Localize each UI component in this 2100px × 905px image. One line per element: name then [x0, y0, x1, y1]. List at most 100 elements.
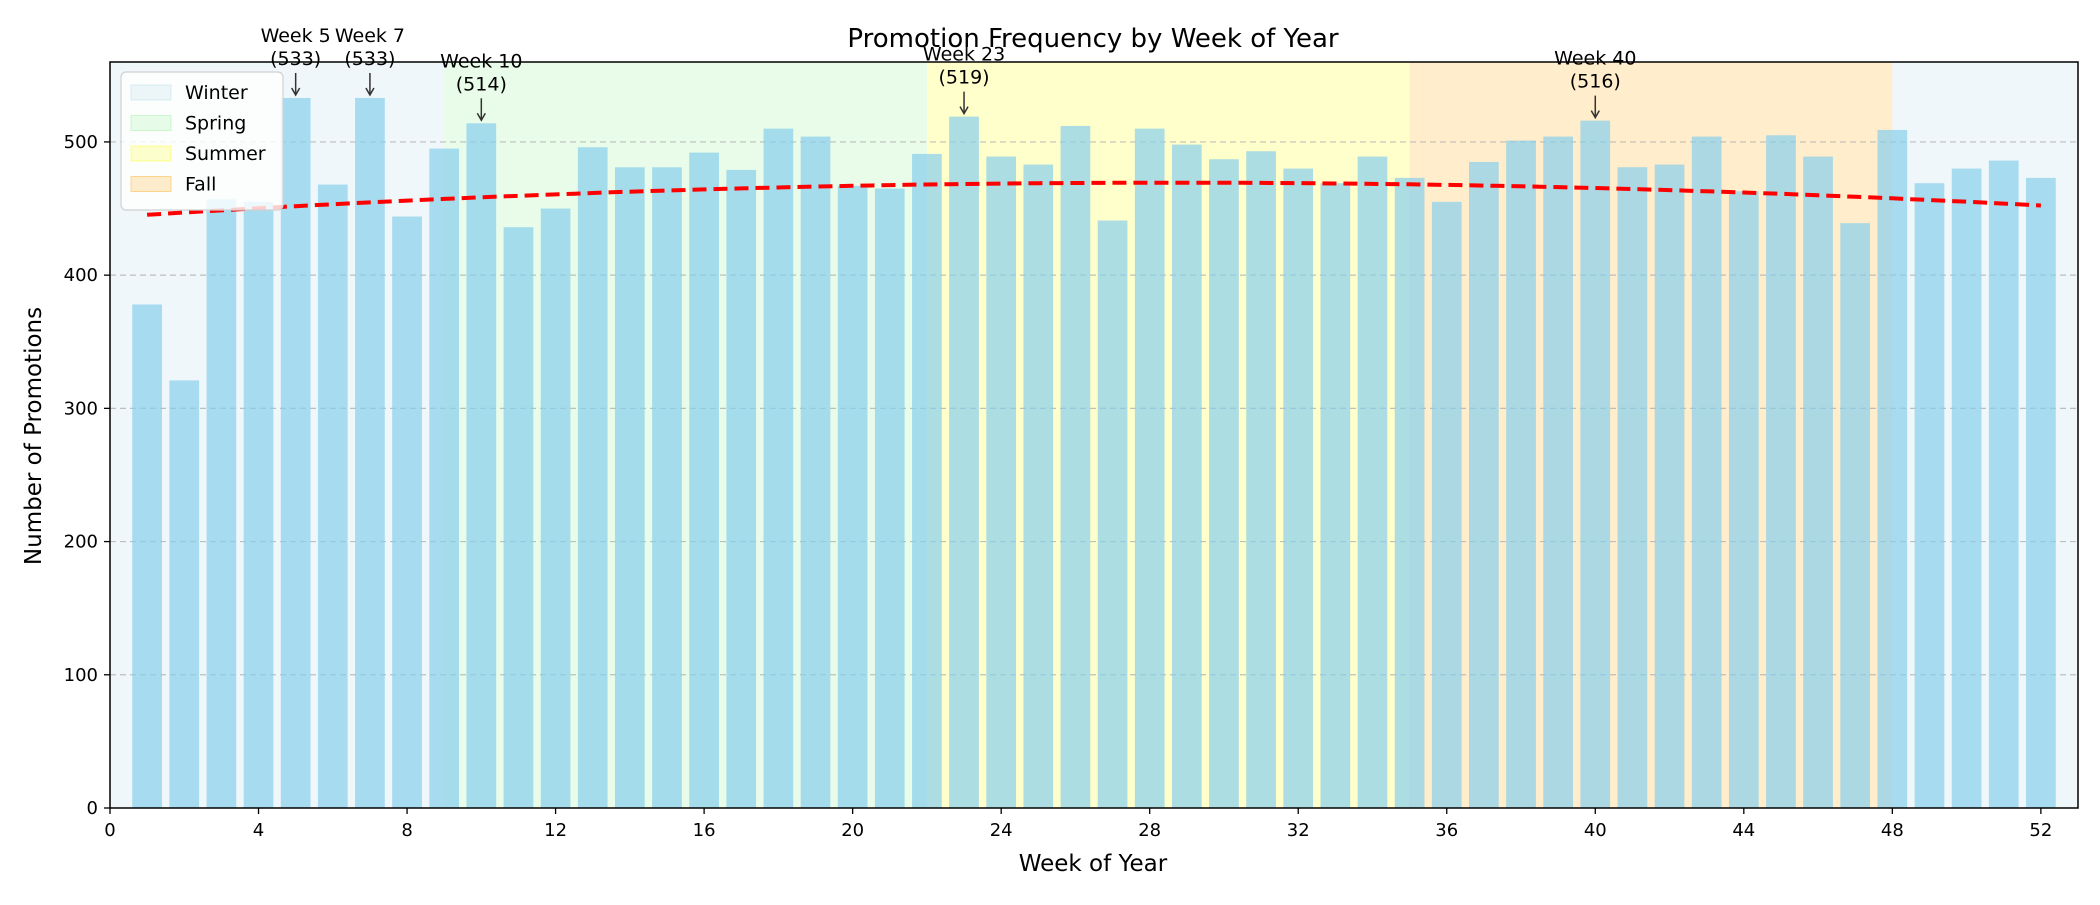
- x-tick-label: 28: [1138, 820, 1161, 841]
- bar-week-10: [466, 123, 497, 809]
- bar-week-16: [689, 152, 719, 809]
- annotation-value-label: (514): [456, 73, 507, 95]
- bar-week-19: [800, 136, 831, 809]
- bar-week-51: [1988, 160, 2019, 809]
- x-tick-label: 44: [1732, 820, 1755, 841]
- annotation-arrow-head: [959, 106, 969, 116]
- bar-week-7: [355, 97, 385, 809]
- x-axis-label: Week of Year: [1019, 851, 1168, 877]
- bar-week-43: [1691, 136, 1722, 809]
- annotation-value-label: (533): [270, 48, 321, 70]
- bar-week-40: [1580, 120, 1611, 809]
- trend-line-group: [146, 180, 2042, 217]
- chart-title: Promotion Frequency by Week of Year: [847, 24, 1338, 54]
- annotation-arrow-head: [291, 87, 301, 97]
- x-tick-label: 0: [104, 820, 115, 841]
- bar-week-27: [1097, 220, 1128, 808]
- axes: 0 4 8 12 16 20 24 28 32 36 40 44 48 52010020030040050…: [64, 61, 2079, 841]
- bars: [132, 97, 2056, 809]
- bar-week-24: [986, 156, 1017, 808]
- y-tick-label: 500: [64, 132, 98, 153]
- annotation-value-label: (519): [938, 67, 989, 89]
- annotation-arrow-head: [476, 112, 486, 122]
- bar-week-9: [429, 148, 460, 808]
- y-tick-label: 200: [64, 532, 98, 553]
- x-tick-label: 12: [544, 820, 567, 841]
- bar-week-1: [132, 304, 162, 808]
- bar-week-14: [614, 167, 645, 809]
- bar-week-35: [1394, 177, 1425, 808]
- bar-week-37: [1469, 161, 1499, 809]
- annotation-arrow-head: [1590, 110, 1600, 120]
- x-tick-label: 8: [401, 820, 412, 841]
- annotation-value-label: (516): [1570, 71, 1621, 93]
- legend-label: Summer: [185, 143, 266, 165]
- peak-annotations: Week 5(533)Week 7(533) Week 10(514)Week 2…: [261, 25, 1636, 122]
- bar-week-48: [1877, 129, 1908, 809]
- y-tick-label: 0: [87, 798, 98, 819]
- bar-week-3: [206, 199, 237, 809]
- legend-swatch: [130, 145, 172, 162]
- bar-week-32: [1283, 168, 1314, 809]
- x-tick-label: 52: [2029, 820, 2052, 841]
- x-tick-label: 24: [990, 820, 1013, 841]
- bar-week-38: [1506, 140, 1536, 808]
- bar-week-13: [577, 147, 608, 808]
- y-tick-label: 300: [64, 398, 98, 419]
- bar-week-45: [1766, 135, 1796, 809]
- bar-week-41: [1617, 167, 1648, 809]
- legend-swatch: [130, 176, 172, 192]
- bar-week-18: [763, 128, 794, 808]
- bar-week-29: [1171, 144, 1202, 809]
- bar-week-46: [1803, 156, 1833, 808]
- bar-week-11: [503, 227, 534, 808]
- legend-label: Fall: [185, 174, 216, 196]
- trend-line: [146, 180, 2042, 217]
- bar-week-4: [243, 201, 274, 808]
- bar-week-25: [1023, 164, 1054, 808]
- bar-week-47: [1840, 223, 1871, 809]
- bar-week-50: [1951, 168, 1982, 809]
- legend-swatch: [130, 84, 172, 101]
- bar-week-20: [837, 185, 868, 808]
- bar-week-42: [1654, 164, 1685, 808]
- annotation-week-label: Week 5: [261, 25, 331, 47]
- legend-label: Winter: [185, 82, 248, 104]
- annotation-week-label: Week 23: [923, 44, 1005, 66]
- bar-week-26: [1060, 125, 1091, 808]
- bar-week-36: [1431, 201, 1462, 808]
- x-tick-label: 16: [693, 820, 716, 841]
- annotation-week-label: Week 7: [335, 25, 405, 47]
- bar-week-8: [392, 216, 422, 808]
- bar-week-28: [1134, 128, 1165, 808]
- bar-week-6: [317, 184, 348, 809]
- bar-week-15: [652, 167, 682, 809]
- bar-week-33: [1320, 183, 1351, 809]
- y-tick-label: 400: [64, 265, 98, 286]
- bar-week-31: [1246, 151, 1276, 809]
- bar-week-30: [1209, 159, 1239, 808]
- bar-week-34: [1357, 156, 1388, 808]
- y-axis-label: Number of Promotions: [21, 307, 47, 565]
- y-tick-label: 100: [64, 665, 98, 686]
- bar-week-52: [2026, 177, 2056, 808]
- x-tick-label: 36: [1435, 820, 1458, 841]
- plot-frame: [109, 61, 2079, 809]
- bar-week-23: [949, 116, 979, 808]
- bar-week-39: [1543, 136, 1574, 809]
- legend-box: [120, 71, 284, 211]
- annotation-arrow-head: [365, 87, 375, 97]
- bar-week-17: [726, 169, 757, 808]
- legend: Winter Spring Summer Fall: [120, 71, 284, 211]
- bar-week-22: [912, 153, 942, 809]
- bar-week-2: [169, 380, 200, 808]
- bar-week-12: [540, 208, 571, 809]
- x-tick-label: 4: [253, 820, 264, 841]
- annotation-value-label: (533): [344, 48, 395, 70]
- x-tick-label: 40: [1584, 820, 1607, 841]
- bar-week-5: [280, 97, 311, 809]
- legend-label: Spring: [185, 113, 246, 135]
- x-tick-label: 20: [841, 820, 864, 841]
